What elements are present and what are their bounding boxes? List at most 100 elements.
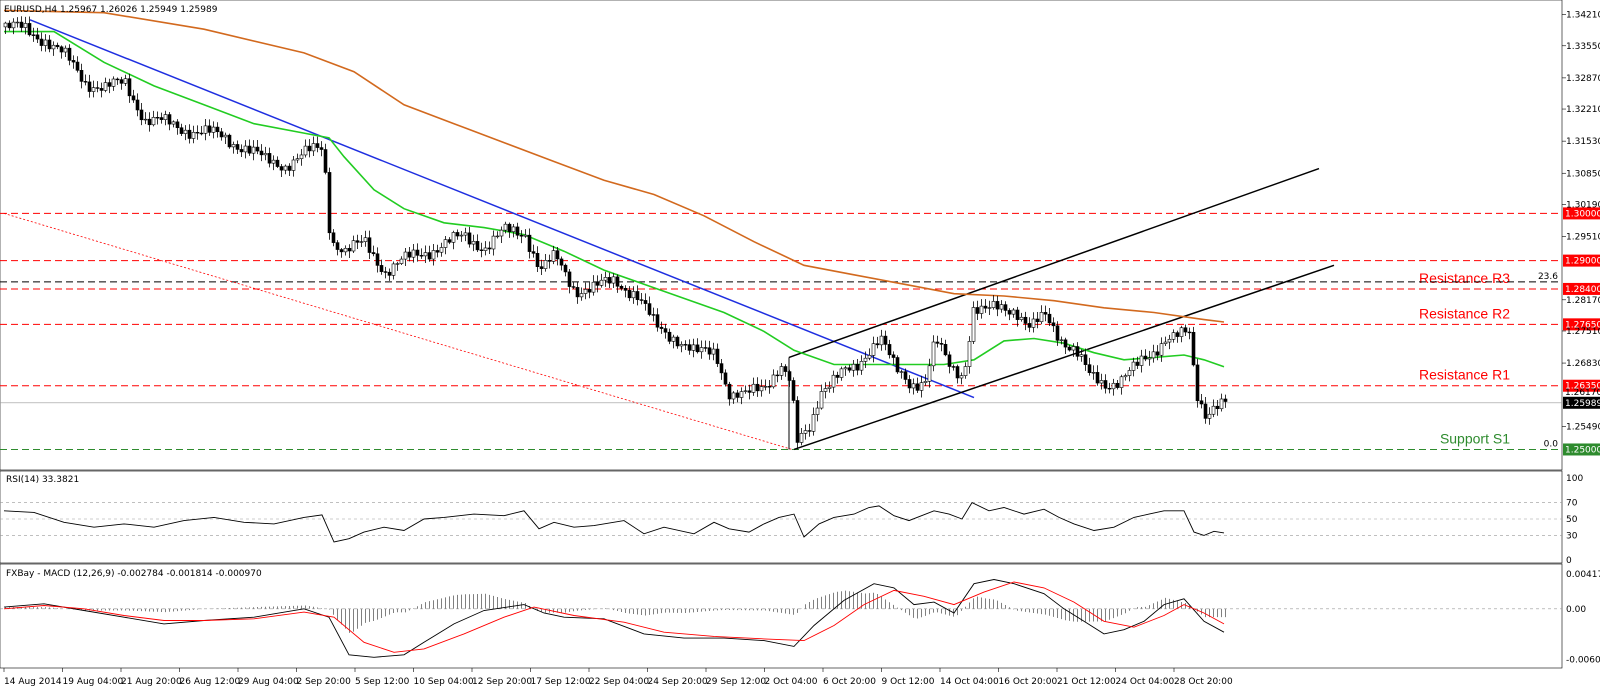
candle bbox=[51, 41, 56, 56]
candle bbox=[767, 380, 772, 394]
price-tag-extra-1: 1.29000 bbox=[1563, 254, 1600, 267]
candle bbox=[647, 296, 652, 317]
rsi-tick: 0 bbox=[1566, 556, 1572, 566]
candle bbox=[343, 245, 348, 256]
candle bbox=[243, 140, 248, 159]
time-tick-label: 21 Aug 20:00 bbox=[121, 677, 182, 687]
candle bbox=[799, 428, 804, 446]
price-tick-label: 1.27510 bbox=[1566, 327, 1600, 337]
candle bbox=[591, 275, 596, 296]
candle bbox=[1199, 393, 1204, 409]
candle bbox=[3, 21, 8, 34]
candle bbox=[1071, 343, 1076, 357]
candle bbox=[655, 308, 660, 332]
candle bbox=[391, 261, 396, 280]
candle bbox=[403, 247, 408, 266]
candle bbox=[371, 245, 376, 257]
candle bbox=[1171, 329, 1176, 343]
candle bbox=[1195, 358, 1200, 408]
time-tick-label: 24 Oct 04:00 bbox=[1116, 677, 1175, 687]
candle bbox=[431, 244, 436, 266]
candle bbox=[1115, 379, 1120, 390]
candle bbox=[575, 282, 580, 304]
candle bbox=[643, 293, 648, 311]
candle bbox=[171, 120, 176, 128]
candle bbox=[259, 144, 264, 162]
current-price-tag: 1.25989 bbox=[1563, 396, 1600, 409]
candle bbox=[987, 300, 992, 315]
level-label-1: Resistance R2 bbox=[1419, 305, 1510, 321]
candle bbox=[1207, 407, 1212, 425]
time-tick-label: 22 Sep 04:00 bbox=[589, 677, 649, 687]
current-price-text: 1.25989 bbox=[1565, 399, 1600, 409]
candle bbox=[131, 89, 136, 103]
candle bbox=[1203, 396, 1208, 424]
candle bbox=[787, 369, 792, 387]
candle bbox=[375, 247, 380, 273]
downtrend-line bbox=[29, 19, 975, 399]
price-tag-1: 1.27650 bbox=[1563, 318, 1600, 331]
candle bbox=[227, 133, 232, 149]
fib-label-bottom: 0.0 bbox=[1544, 439, 1559, 449]
candle bbox=[563, 263, 568, 277]
candle bbox=[315, 136, 320, 153]
candle bbox=[467, 226, 472, 248]
time-tick-label: 2 Sep 20:00 bbox=[297, 677, 352, 687]
candle bbox=[755, 377, 760, 397]
candle bbox=[323, 143, 328, 175]
candle bbox=[1011, 308, 1016, 318]
candle bbox=[31, 27, 36, 42]
candle bbox=[527, 228, 532, 259]
candle bbox=[887, 339, 892, 359]
candle bbox=[47, 35, 52, 53]
candle bbox=[247, 139, 252, 156]
candle bbox=[395, 261, 400, 271]
candle bbox=[635, 285, 640, 306]
candle bbox=[699, 340, 704, 359]
candle bbox=[335, 240, 340, 256]
candle bbox=[319, 141, 324, 157]
candle bbox=[867, 348, 872, 361]
candle bbox=[555, 247, 560, 266]
candle bbox=[559, 256, 564, 271]
candle bbox=[875, 336, 880, 349]
price-tick-label: 1.31530 bbox=[1566, 137, 1600, 147]
rsi-tick: 100 bbox=[1566, 474, 1583, 484]
candle bbox=[1103, 374, 1108, 394]
candle bbox=[1147, 350, 1152, 366]
time-tick-label: 19 Aug 04:00 bbox=[63, 677, 124, 687]
price-tag-2: 1.26350 bbox=[1563, 379, 1600, 392]
rsi-tick: 70 bbox=[1566, 499, 1578, 509]
candle bbox=[847, 364, 852, 373]
candle bbox=[199, 125, 204, 136]
candle bbox=[87, 74, 92, 98]
candle bbox=[291, 155, 296, 177]
candle bbox=[683, 340, 688, 350]
candle bbox=[1119, 374, 1124, 395]
candle bbox=[267, 147, 272, 168]
candle bbox=[871, 336, 876, 363]
price-tag-extra-0: 1.30000 bbox=[1563, 207, 1600, 220]
candle bbox=[1135, 356, 1140, 370]
time-tick-label: 28 Oct 20:00 bbox=[1174, 677, 1233, 687]
candle bbox=[1155, 345, 1160, 361]
candle bbox=[1091, 365, 1096, 380]
candle bbox=[895, 355, 900, 374]
candle bbox=[879, 329, 884, 351]
time-tick-label: 5 Sep 12:00 bbox=[355, 677, 410, 687]
candle bbox=[483, 241, 488, 256]
candle bbox=[751, 377, 756, 396]
candle bbox=[639, 293, 644, 305]
candle bbox=[99, 82, 104, 98]
candle bbox=[815, 400, 820, 422]
candle bbox=[1219, 393, 1224, 412]
candle bbox=[923, 374, 928, 386]
candle bbox=[783, 364, 788, 377]
candle bbox=[347, 244, 352, 259]
candle bbox=[1167, 334, 1172, 350]
candle bbox=[1055, 321, 1060, 346]
candle bbox=[599, 273, 604, 288]
candle bbox=[151, 110, 156, 127]
candle bbox=[451, 230, 456, 250]
